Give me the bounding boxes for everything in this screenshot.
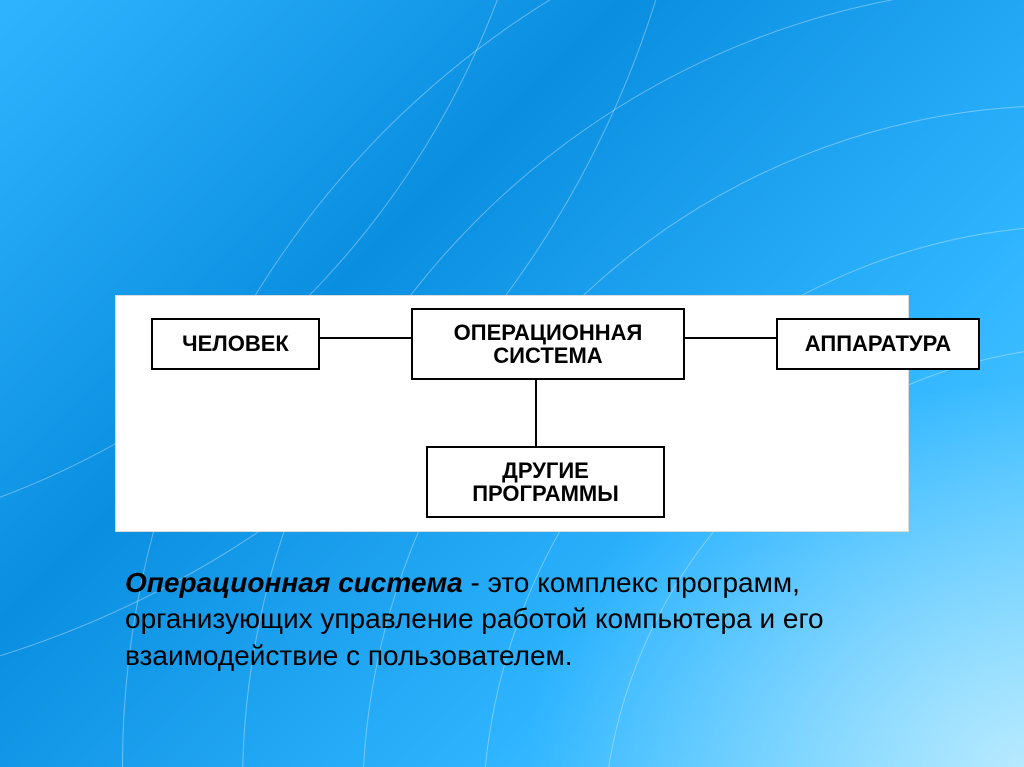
definition-text: Операционная система - это комплекс прог… <box>125 565 879 674</box>
node-other-programs: ДРУГИЕ ПРОГРАММЫ <box>426 446 665 518</box>
node-human: ЧЕЛОВЕК <box>151 318 320 370</box>
definition-term: Операционная система <box>125 567 463 598</box>
node-hardware: АППАРАТУРА <box>776 318 980 370</box>
os-diagram: ЧЕЛОВЕК ОПЕРАЦИОННАЯ СИСТЕМА АППАРАТУРА … <box>115 295 909 532</box>
content-panel: ЧЕЛОВЕК ОПЕРАЦИОННАЯ СИСТЕМА АППАРАТУРА … <box>55 55 969 712</box>
slide-background: ЧЕЛОВЕК ОПЕРАЦИОННАЯ СИСТЕМА АППАРАТУРА … <box>0 0 1024 767</box>
node-os: ОПЕРАЦИОННАЯ СИСТЕМА <box>411 308 685 380</box>
